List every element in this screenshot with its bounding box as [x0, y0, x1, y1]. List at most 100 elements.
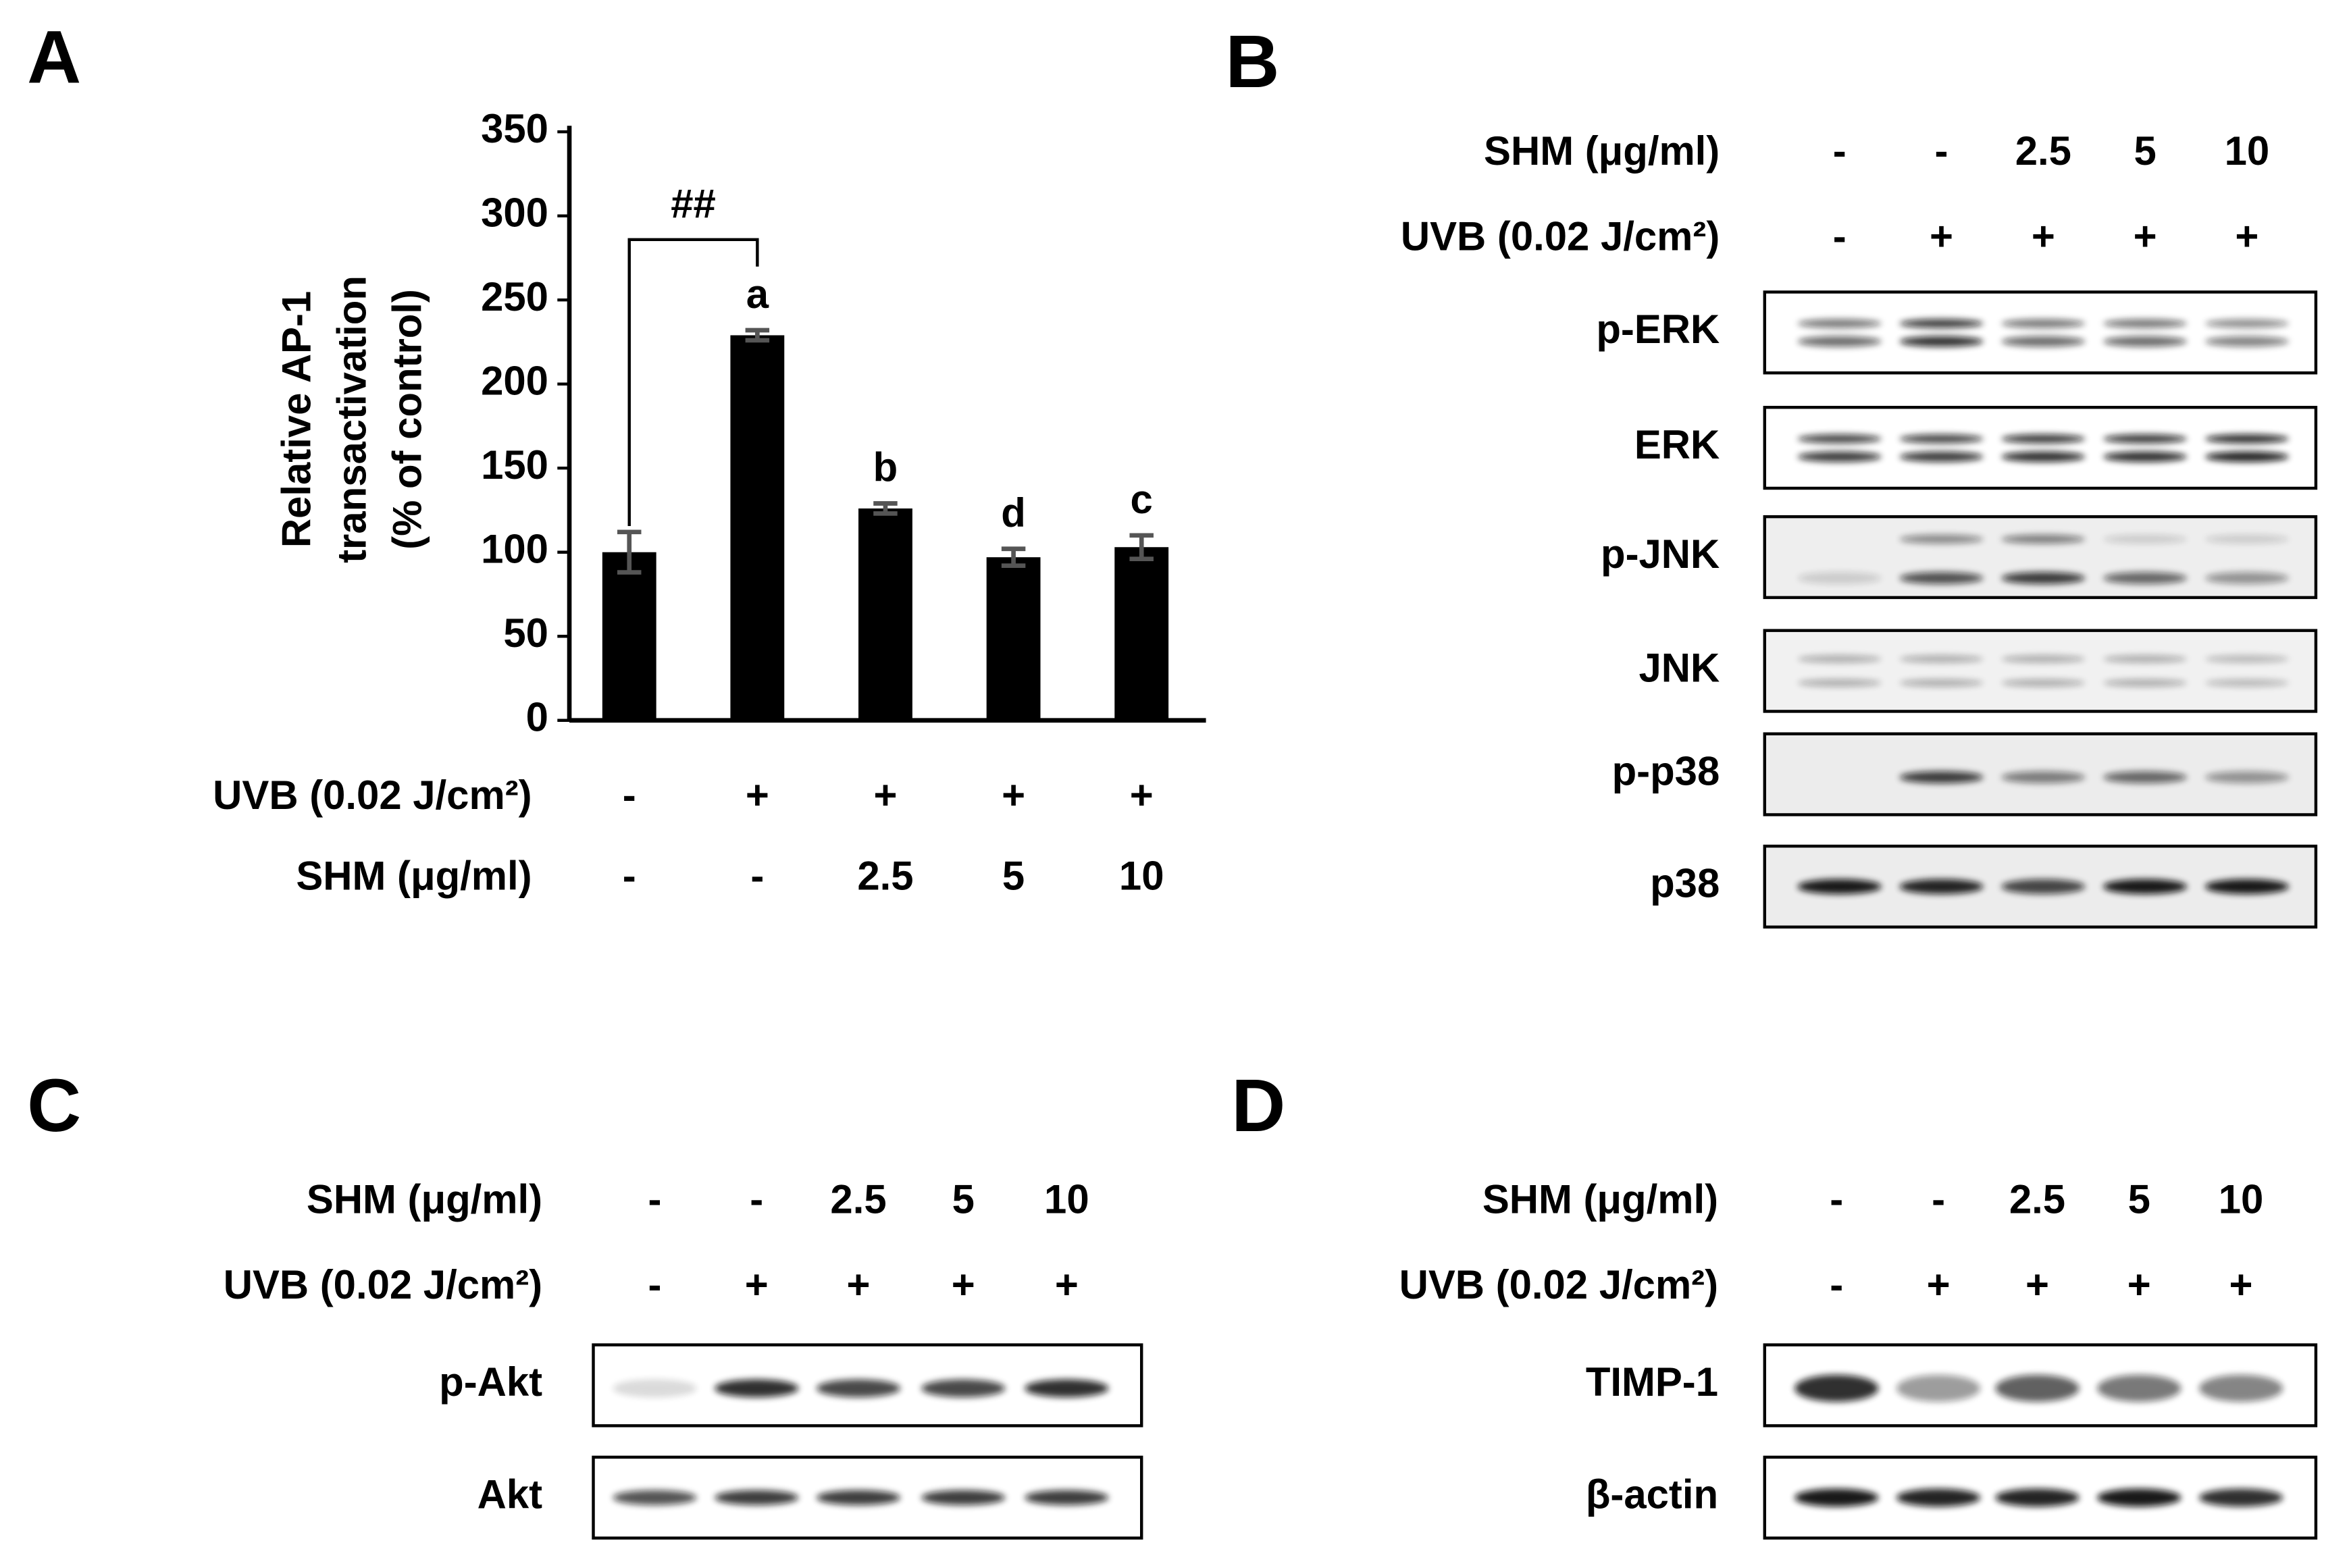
bar	[602, 552, 656, 721]
significance-letter: d	[1001, 490, 1026, 535]
blot-label: p38	[1650, 861, 1720, 906]
blot-band	[2103, 336, 2188, 347]
blot-band	[2204, 655, 2290, 663]
condition-value: 10	[2225, 128, 2270, 174]
blot-band	[2103, 572, 2188, 584]
y-tick-label: 50	[503, 610, 548, 656]
condition-value: 10	[2219, 1177, 2264, 1222]
blot-band	[2097, 1374, 2182, 1402]
blot-band	[1899, 879, 1984, 895]
condition-value: +	[1002, 773, 1025, 818]
condition-label: UVB (0.02 J/cm²)	[1399, 1262, 1718, 1307]
blot-frame	[1763, 515, 2318, 600]
error-bar	[873, 501, 898, 516]
condition-value: -	[750, 1177, 763, 1222]
condition-value: 10	[1044, 1177, 1089, 1222]
condition-value: -	[623, 854, 636, 899]
blot-band	[2204, 879, 2290, 895]
blot-band	[1899, 451, 1984, 463]
blot-band	[2001, 572, 2086, 584]
condition-label: SHM (μg/ml)	[296, 854, 532, 899]
error-bar	[1001, 546, 1026, 568]
blot-band	[2103, 655, 2188, 663]
bar	[1114, 547, 1169, 721]
blot-band	[2001, 879, 2086, 895]
blot-label: p-Akt	[439, 1359, 542, 1405]
condition-label: UVB (0.02 J/cm²)	[224, 1262, 542, 1307]
blot-frame	[1763, 629, 2318, 713]
blot-band	[2103, 879, 2188, 895]
blot-band	[1896, 1488, 1981, 1507]
blot-label: p-JNK	[1601, 531, 1720, 577]
condition-value: -	[1833, 128, 1847, 174]
blot-band	[1797, 679, 1882, 687]
blot-band	[816, 1490, 901, 1505]
condition-value: 2.5	[2009, 1177, 2065, 1222]
blot-band	[1995, 1374, 2080, 1402]
condition-value: +	[2229, 1262, 2253, 1307]
blot-band	[715, 1379, 799, 1398]
error-bar	[617, 529, 642, 575]
y-tick-label: 250	[481, 274, 548, 319]
blot-band	[2001, 434, 2086, 444]
condition-value: 5	[952, 1177, 975, 1222]
condition-value: +	[2032, 214, 2055, 259]
blot-band	[1797, 655, 1882, 663]
blot-band	[2001, 655, 2086, 663]
condition-value: 2.5	[830, 1177, 886, 1222]
condition-label: SHM (μg/ml)	[1484, 128, 1720, 174]
condition-value: -	[1833, 214, 1847, 259]
blot-band	[1899, 572, 1984, 584]
blot-band	[2204, 679, 2290, 687]
blot-label: JNK	[1639, 645, 1720, 690]
y-axis-label: transactivation	[330, 276, 375, 563]
condition-value: +	[1927, 1262, 1951, 1307]
condition-value: +	[1130, 773, 1154, 818]
blot-band	[2001, 534, 2086, 544]
blot-band	[1797, 434, 1882, 444]
y-tick-label: 100	[481, 527, 548, 572]
condition-value: -	[648, 1262, 661, 1307]
bar	[858, 508, 912, 721]
blot-band	[2001, 336, 2086, 347]
blot-band	[1899, 534, 1984, 544]
blot-band	[2198, 1488, 2283, 1507]
blot-band	[2204, 319, 2290, 328]
blot-band	[921, 1379, 1006, 1398]
panel-label: C	[27, 1064, 81, 1147]
condition-label: UVB (0.02 J/cm²)	[1401, 214, 1720, 259]
y-tick-label: 0	[526, 695, 548, 740]
condition-label: SHM (μg/ml)	[307, 1177, 542, 1222]
blot-band	[1797, 879, 1882, 895]
annotation: ##	[671, 181, 716, 226]
condition-value: +	[2235, 214, 2258, 259]
blot-band	[2001, 771, 2086, 783]
blot-band	[1797, 451, 1882, 463]
blot-band	[2001, 679, 2086, 687]
condition-value: 5	[1002, 854, 1025, 899]
condition-value: +	[746, 773, 769, 818]
condition-value: 5	[2128, 1177, 2150, 1222]
blot-band	[2198, 1374, 2283, 1402]
condition-value: -	[623, 773, 636, 818]
blot-band	[2103, 319, 2188, 328]
condition-value: +	[1930, 214, 1953, 259]
blot-band	[2001, 451, 2086, 463]
blot-label: p-ERK	[1596, 307, 1720, 352]
condition-value: +	[2127, 1262, 2151, 1307]
blot-band	[2103, 451, 2188, 463]
condition-value: 5	[2134, 128, 2156, 174]
y-tick-label: 200	[481, 359, 548, 404]
blot-band	[1899, 771, 1984, 783]
condition-value: 2.5	[2015, 128, 2071, 174]
blot-band	[1797, 572, 1882, 584]
blot-band	[921, 1490, 1006, 1505]
blot-frame	[1763, 406, 2318, 490]
condition-label: SHM (μg/ml)	[1482, 1177, 1718, 1222]
panel-label: B	[1225, 20, 1279, 103]
significance-letter: b	[873, 445, 898, 490]
condition-value: -	[648, 1177, 661, 1222]
blot-band	[2204, 336, 2290, 347]
